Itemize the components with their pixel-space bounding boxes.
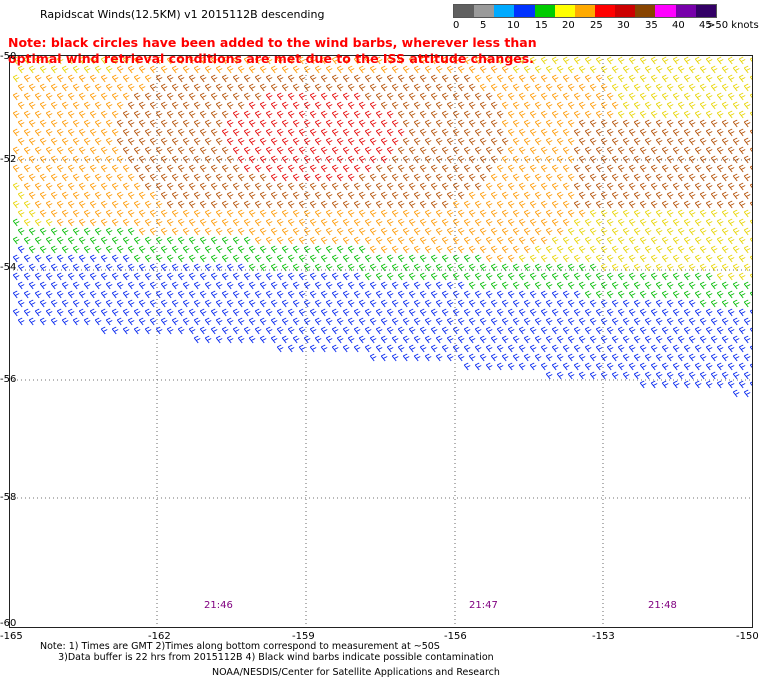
latitude-label: -56 bbox=[0, 374, 17, 385]
map-title: Rapidscat Winds(12.5KM) v1 2015112B desc… bbox=[40, 8, 325, 21]
longitude-label: -159 bbox=[292, 631, 315, 642]
legend-swatch bbox=[594, 5, 616, 17]
legend-label: 20 bbox=[562, 20, 575, 31]
wind-speed-legend: 0 5 10 15 20 25 30 35 40 45 >50 knots bbox=[453, 4, 759, 32]
map-border bbox=[9, 55, 753, 628]
legend-color-bar bbox=[453, 4, 717, 18]
wind-barbs-red bbox=[221, 92, 405, 182]
legend-swatch bbox=[534, 5, 555, 17]
legend-swatch bbox=[554, 5, 575, 17]
legend-swatch bbox=[635, 5, 656, 17]
legend-label: 15 bbox=[535, 20, 548, 31]
wind-barbs-brown bbox=[116, 74, 753, 209]
legend-swatch bbox=[615, 5, 636, 17]
time-label: 21:48 bbox=[648, 600, 677, 611]
credit-line: NOAA/NESDIS/Center for Satellite Applica… bbox=[212, 667, 500, 678]
longitude-label: -153 bbox=[592, 631, 615, 642]
longitude-label: -156 bbox=[444, 631, 467, 642]
map-gridlines bbox=[9, 55, 753, 628]
wind-barbs-yellow bbox=[12, 56, 753, 281]
longitude-label: -162 bbox=[148, 631, 171, 642]
latitude-label: -60 bbox=[0, 618, 17, 629]
legend-label: 35 bbox=[645, 20, 658, 31]
legend-swatch bbox=[454, 5, 475, 17]
wind-map bbox=[9, 55, 753, 628]
legend-label: 45 bbox=[699, 20, 712, 31]
latitude-label: -58 bbox=[0, 492, 17, 503]
legend-labels: 0 5 10 15 20 25 30 35 40 45 >50 knots bbox=[453, 18, 759, 32]
longitude-label: -165 bbox=[0, 631, 23, 642]
wind-barb-field bbox=[12, 56, 753, 398]
wind-map-canvas bbox=[9, 55, 753, 628]
legend-swatch bbox=[695, 5, 716, 17]
wind-barbs-orange bbox=[12, 56, 619, 263]
legend-label: 0 bbox=[453, 20, 460, 31]
time-label: 21:47 bbox=[469, 600, 498, 611]
footer-note-line-1: Note: 1) Times are GMT 2)Times along bot… bbox=[40, 641, 440, 652]
latitude-label: -54 bbox=[0, 262, 17, 273]
legend-swatch bbox=[474, 5, 495, 17]
wind-barbs-blue bbox=[12, 245, 753, 398]
legend-label: 40 bbox=[672, 20, 685, 31]
latitude-label: -52 bbox=[0, 154, 17, 165]
legend-swatch bbox=[494, 5, 515, 17]
ats-note: Note: black circles have been added to t… bbox=[8, 35, 537, 66]
legend-swatch bbox=[514, 5, 535, 17]
legend-label: 30 bbox=[617, 20, 630, 31]
footer-notes: Note: 1) Times are GMT 2)Times along bot… bbox=[40, 641, 494, 663]
wind-barbs-green bbox=[12, 218, 753, 308]
legend-label: 5 bbox=[480, 20, 487, 31]
footer-note-line-2: 3)Data buffer is 22 hrs from 2015112B 4)… bbox=[40, 652, 494, 663]
time-label: 21:46 bbox=[204, 600, 233, 611]
legend-label: 10 bbox=[507, 20, 520, 31]
legend-label: >50 knots bbox=[707, 20, 759, 31]
legend-swatch bbox=[655, 5, 676, 17]
legend-swatch bbox=[574, 5, 595, 17]
legend-label: 25 bbox=[590, 20, 603, 31]
longitude-label: -150 bbox=[736, 631, 759, 642]
legend-swatch bbox=[675, 5, 696, 17]
latitude-label: -50 bbox=[0, 51, 17, 62]
